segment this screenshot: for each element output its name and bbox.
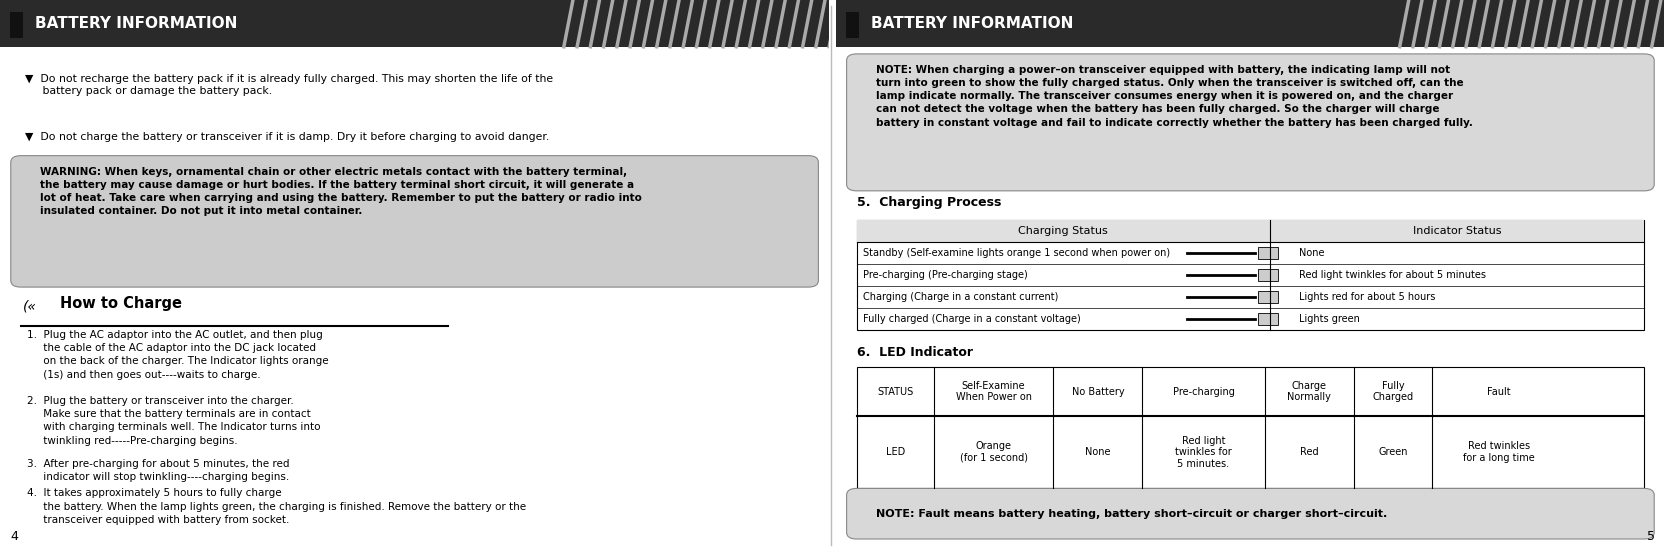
- Text: 5: 5: [1646, 530, 1654, 543]
- Bar: [1256, 269, 1278, 281]
- Text: 1.  Plug the AC adaptor into the AC outlet, and then plug
     the cable of the : 1. Plug the AC adaptor into the AC outle…: [27, 330, 328, 380]
- Text: NOTE: Fault means battery heating, battery short–circuit or charger short–circui: NOTE: Fault means battery heating, batte…: [875, 509, 1386, 519]
- Text: 6.  LED Indicator: 6. LED Indicator: [855, 346, 972, 360]
- Text: Self-Examine
When Power on: Self-Examine When Power on: [955, 381, 1032, 403]
- Text: Red light
twinkles for
5 minutes.: Red light twinkles for 5 minutes.: [1175, 436, 1231, 469]
- Text: («: («: [23, 300, 37, 313]
- Text: Lights green: Lights green: [1298, 314, 1359, 324]
- Text: WARNING: When keys, ornamental chain or other electric metals contact with the b: WARNING: When keys, ornamental chain or …: [40, 167, 641, 216]
- Text: Pre-charging: Pre-charging: [1171, 387, 1233, 397]
- Bar: [855, 367, 1644, 488]
- Text: BATTERY INFORMATION: BATTERY INFORMATION: [35, 16, 236, 31]
- Text: Fault: Fault: [1486, 387, 1509, 397]
- Text: 2.  Plug the battery or transceiver into the charger.
     Make sure that the ba: 2. Plug the battery or transceiver into …: [27, 396, 319, 446]
- Bar: [835, 0, 1664, 47]
- Text: Fully charged (Charge in a constant voltage): Fully charged (Charge in a constant volt…: [862, 314, 1080, 324]
- Bar: [855, 220, 1644, 330]
- Text: STATUS: STATUS: [877, 387, 914, 397]
- Bar: [845, 12, 859, 38]
- Text: How to Charge: How to Charge: [60, 296, 181, 311]
- Bar: [1256, 247, 1278, 259]
- Text: Charging (Charge in a constant current): Charging (Charge in a constant current): [862, 292, 1058, 302]
- Text: ▼  Do not charge the battery or transceiver if it is damp. Dry it before chargin: ▼ Do not charge the battery or transceiv…: [25, 132, 549, 142]
- Text: Fully
Charged: Fully Charged: [1371, 381, 1413, 403]
- Text: Green: Green: [1378, 447, 1406, 457]
- Text: Pre-charging (Pre-charging stage): Pre-charging (Pre-charging stage): [862, 270, 1027, 280]
- Bar: [10, 12, 23, 38]
- Text: Charging Status: Charging Status: [1018, 226, 1108, 236]
- Text: None: None: [1298, 248, 1325, 258]
- Text: NOTE: When charging a power–on transceiver equipped with battery, the indicating: NOTE: When charging a power–on transceiv…: [875, 65, 1471, 128]
- Text: LED: LED: [885, 447, 904, 457]
- Bar: [1256, 313, 1278, 325]
- Text: ▼  Do not recharge the battery pack if it is already fully charged. This may sho: ▼ Do not recharge the battery pack if it…: [25, 74, 552, 96]
- Text: Red twinkles
for a long time: Red twinkles for a long time: [1463, 441, 1534, 463]
- Bar: [0, 0, 829, 47]
- Text: 3.  After pre-charging for about 5 minutes, the red
     indicator will stop twi: 3. After pre-charging for about 5 minute…: [27, 459, 290, 482]
- Text: None: None: [1085, 447, 1110, 457]
- FancyBboxPatch shape: [845, 488, 1654, 539]
- Bar: [855, 220, 1644, 242]
- Text: Standby (Self-examine lights orange 1 second when power on): Standby (Self-examine lights orange 1 se…: [862, 248, 1170, 258]
- Text: 4.  It takes approximately 5 hours to fully charge
     the battery. When the la: 4. It takes approximately 5 hours to ful…: [27, 488, 526, 525]
- Text: Indicator Status: Indicator Status: [1413, 226, 1501, 236]
- Text: 5.  Charging Process: 5. Charging Process: [855, 196, 1000, 210]
- FancyBboxPatch shape: [845, 54, 1654, 191]
- Text: BATTERY INFORMATION: BATTERY INFORMATION: [870, 16, 1072, 31]
- Text: Orange
(for 1 second): Orange (for 1 second): [958, 441, 1027, 463]
- Bar: [1256, 291, 1278, 303]
- Text: Lights red for about 5 hours: Lights red for about 5 hours: [1298, 292, 1434, 302]
- Text: 4: 4: [10, 530, 18, 543]
- FancyBboxPatch shape: [10, 156, 819, 287]
- Text: No Battery: No Battery: [1072, 387, 1123, 397]
- Text: Red: Red: [1300, 447, 1318, 457]
- Text: Red light twinkles for about 5 minutes: Red light twinkles for about 5 minutes: [1298, 270, 1486, 280]
- Text: Charge
Normally: Charge Normally: [1286, 381, 1330, 403]
